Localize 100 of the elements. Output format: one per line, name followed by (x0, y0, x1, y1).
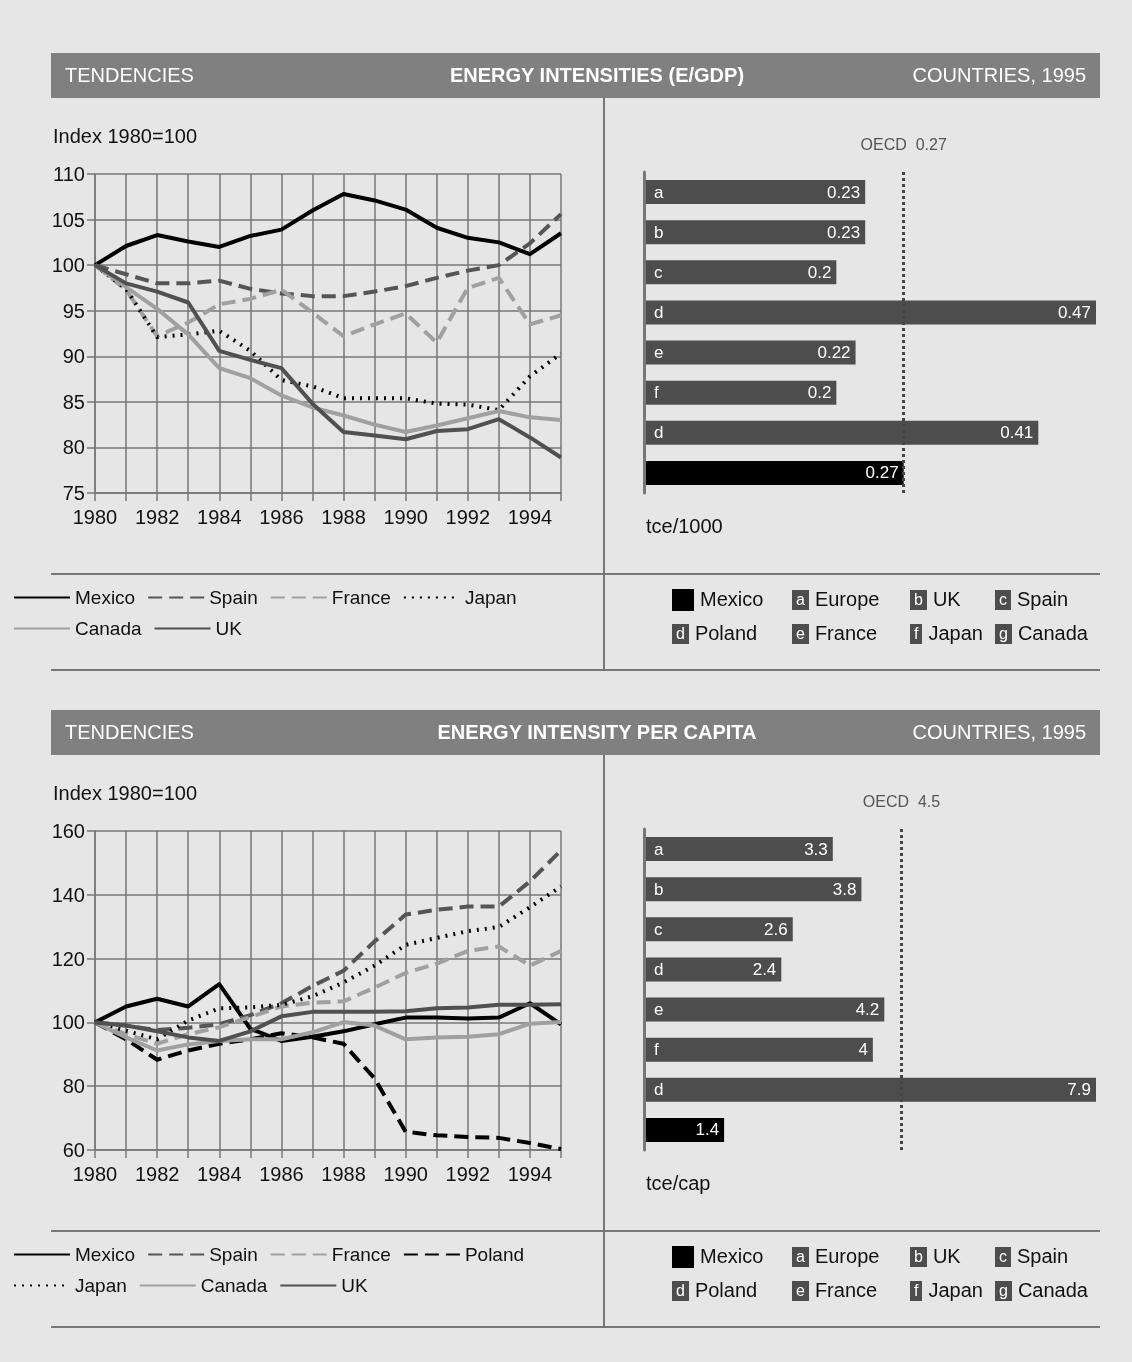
data-label: 0.41 (1000, 423, 1034, 443)
y-tick-label: e (654, 343, 664, 363)
y-tick-label: 75 (62, 482, 85, 504)
text: f Japan (913, 1279, 983, 1302)
x-tick-label: 1994 (507, 506, 553, 528)
data-label: 0.2 (807, 383, 832, 403)
text: c Spain (998, 1245, 1069, 1268)
y-tick-label: e (654, 1000, 664, 1020)
data-label: 0.2 (807, 262, 832, 282)
chart-title: ENERGY INTENSITIES (E/GDP) (449, 64, 745, 87)
text: a Europe (795, 1245, 880, 1268)
legend-label: UK (341, 1275, 369, 1296)
text: Mexico (700, 1245, 764, 1268)
text: e France (795, 622, 878, 645)
ref-line-label: OECD 4.5 (862, 792, 941, 810)
bar (644, 180, 866, 205)
x-tick-label: 1986 (259, 506, 304, 528)
data-label: 1.4 (695, 1120, 720, 1140)
text: d Poland (675, 1279, 758, 1302)
legend-label: France (331, 1244, 391, 1265)
legend-label: France (331, 587, 391, 608)
x-tick-label: 1988 (321, 506, 366, 528)
y-tick-label: 120 (51, 947, 85, 970)
y-tick-label: f (654, 1040, 659, 1060)
y-tick-label: 110 (53, 163, 85, 185)
x-tick-label: 1980 (72, 506, 118, 528)
chart-title: COUNTRIES, 1995 (912, 64, 1086, 87)
x-tick-label: 1990 (383, 506, 428, 528)
legend-label: Japan (464, 587, 517, 608)
chart-subtitle: TENDENCIES (65, 64, 194, 87)
y-tick-label: c (654, 919, 663, 939)
bar (644, 340, 856, 365)
y-tick-label: 60 (62, 1139, 85, 1161)
legend-label: Poland (464, 1244, 525, 1265)
x-axis-title: tce/1000 (646, 515, 723, 537)
data-label: 0.27 (865, 463, 899, 483)
x-tick-label: 1992 (445, 506, 491, 528)
bar (644, 997, 885, 1022)
bar (644, 260, 837, 285)
data-label: 0.22 (817, 343, 851, 363)
text: b UK (913, 588, 961, 611)
data-label: 4 (858, 1040, 868, 1060)
x-tick-label: 1980 (72, 1163, 118, 1185)
y-tick-label: d (654, 959, 664, 979)
legend-label: Spain (209, 587, 258, 608)
data-label: 0.23 (827, 222, 861, 242)
text: d Poland (675, 622, 758, 645)
bar (644, 1117, 725, 1142)
y-tick-label: b (654, 222, 664, 242)
y-tick-label: b (654, 879, 664, 899)
text: g Canada (998, 622, 1088, 645)
x-tick-label: 1992 (445, 1163, 491, 1185)
legend-label: Canada (75, 618, 142, 639)
x-tick-label: 1982 (134, 1163, 180, 1185)
text: a Europe (795, 588, 880, 611)
data-label: 7.9 (1067, 1080, 1091, 1100)
text: b UK (913, 1245, 961, 1268)
text: g Canada (998, 1279, 1088, 1302)
x-axis-title: tce/cap (646, 1172, 711, 1194)
y-tick-label: d (654, 423, 664, 443)
x-tick-label: 1986 (259, 1163, 304, 1185)
y-tick-label: c (654, 262, 663, 282)
bar (644, 957, 782, 982)
y-tick-label: 100 (51, 1011, 85, 1034)
legend-label: UK (215, 618, 243, 639)
bar (644, 460, 904, 485)
data-label: 3.3 (804, 839, 828, 859)
bar (644, 220, 866, 245)
y-tick-label: 160 (51, 820, 85, 842)
data-label: 0.23 (827, 182, 861, 202)
text: c Spain (998, 588, 1069, 611)
y-tick-label: 140 (51, 883, 85, 906)
chart-title: ENERGY INTENSITY PER CAPITA (437, 721, 757, 744)
y-tick-label: f (654, 383, 659, 403)
x-tick-label: 1988 (321, 1163, 366, 1185)
y-tick-label: d (654, 1080, 664, 1100)
y-tick-label: a (654, 839, 664, 859)
text: f Japan (913, 622, 983, 645)
x-tick-label: 1994 (507, 1163, 553, 1185)
data-label: 3.8 (832, 879, 857, 899)
legend-label: Spain (209, 1244, 258, 1265)
y-axis-title: Index 1980=100 (53, 125, 198, 147)
legend-label: Mexico (75, 587, 136, 608)
data-label: 4.2 (855, 1000, 880, 1020)
y-axis-title: Index 1980=100 (53, 782, 198, 804)
bar (644, 380, 837, 405)
y-tick-label: a (654, 182, 664, 202)
y-tick-label: d (654, 302, 664, 322)
data-label: 2.4 (752, 959, 777, 979)
chart-subtitle: TENDENCIES (65, 721, 194, 744)
bar (644, 837, 833, 862)
y-tick-label: 85 (62, 390, 85, 413)
bar (644, 917, 793, 942)
bar (644, 877, 862, 902)
text: e France (795, 1279, 878, 1302)
y-tick-label: 95 (62, 299, 85, 322)
data-label: 2.6 (764, 919, 788, 939)
y-tick-label: 105 (51, 208, 85, 231)
data-label: 0.47 (1057, 302, 1091, 322)
x-tick-label: 1990 (383, 1163, 428, 1185)
